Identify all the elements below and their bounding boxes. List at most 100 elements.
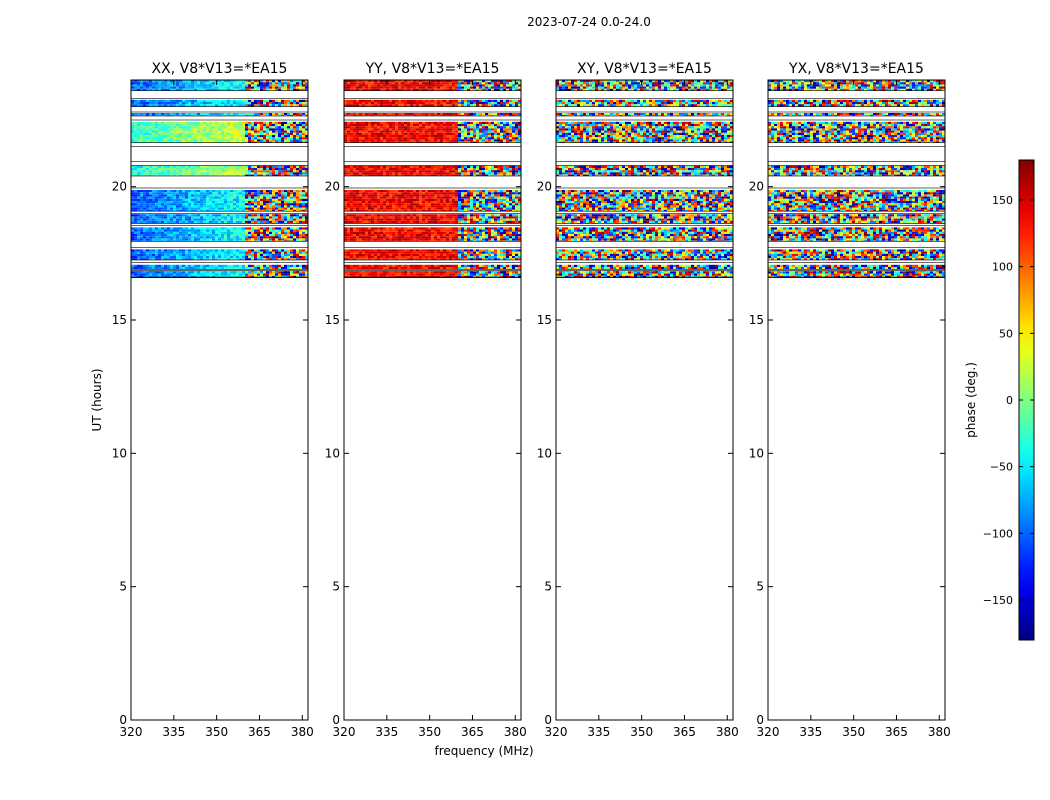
heatmap-cell <box>479 130 482 133</box>
heatmap-cell <box>422 113 425 116</box>
heatmap-cell <box>278 82 281 85</box>
heatmap-cell <box>224 82 227 85</box>
heatmap-cell <box>236 102 239 105</box>
heatmap-cell <box>356 168 359 171</box>
heatmap-cell <box>134 249 137 252</box>
heatmap-cell <box>365 86 368 89</box>
heatmap-cell <box>272 135 275 138</box>
heatmap-cell <box>152 201 155 204</box>
heatmap-cell <box>302 113 305 116</box>
heatmap-cell <box>161 137 164 140</box>
heatmap-cell <box>155 194 158 197</box>
heatmap-cell <box>191 218 194 221</box>
heatmap-cell <box>230 231 233 234</box>
heatmap-cell <box>176 84 179 87</box>
heatmap-cell <box>176 207 179 210</box>
heatmap-cell <box>176 231 179 234</box>
heatmap-cell <box>461 172 464 175</box>
heatmap-cell <box>494 84 497 87</box>
heatmap-cell <box>422 128 425 131</box>
heatmap-cell <box>167 172 170 175</box>
heatmap-cell <box>248 86 251 89</box>
heatmap-cell <box>368 121 371 124</box>
heatmap-cell <box>197 172 200 175</box>
heatmap-cell <box>344 137 347 140</box>
heatmap-cell <box>161 256 164 259</box>
heatmap-cell <box>212 205 215 208</box>
heatmap-cell <box>221 234 224 237</box>
heatmap-cell <box>449 165 452 168</box>
heatmap-cell <box>137 137 140 140</box>
heatmap-cell <box>455 84 458 87</box>
heatmap-cell <box>233 251 236 254</box>
heatmap-cell <box>170 220 173 223</box>
heatmap-cell <box>455 82 458 85</box>
heatmap-cell <box>224 99 227 102</box>
heatmap-cell <box>251 139 254 142</box>
heatmap-cell <box>473 86 476 89</box>
heatmap-cell <box>215 130 218 133</box>
heatmap-cell <box>251 128 254 131</box>
heatmap-cell <box>257 128 260 131</box>
heatmap-cell <box>239 128 242 131</box>
heatmap-cell <box>395 82 398 85</box>
heatmap-cell <box>281 203 284 206</box>
heatmap-cell <box>275 104 278 107</box>
heatmap-cell <box>185 80 188 83</box>
heatmap-cell <box>260 236 263 239</box>
heatmap-cell <box>179 273 182 276</box>
heatmap-cell <box>224 218 227 221</box>
heatmap-cell <box>284 249 287 252</box>
heatmap-cell <box>398 139 401 142</box>
heatmap-cell <box>134 271 137 274</box>
heatmap-cell <box>146 139 149 142</box>
heatmap-cell <box>407 113 410 116</box>
heatmap-cell <box>422 88 425 91</box>
heatmap-cell <box>344 84 347 87</box>
heatmap-cell <box>461 165 464 168</box>
heatmap-cell <box>146 253 149 256</box>
heatmap-cell <box>272 126 275 129</box>
heatmap-cell <box>173 227 176 230</box>
heatmap-cell <box>356 170 359 173</box>
heatmap-cell <box>131 99 134 102</box>
heatmap-cell <box>488 88 491 91</box>
heatmap-cell <box>443 128 446 131</box>
heatmap-cell <box>245 227 248 230</box>
heatmap-cell <box>215 231 218 234</box>
heatmap-cell <box>143 104 146 107</box>
heatmap-cell <box>449 135 452 138</box>
heatmap-cell <box>494 86 497 89</box>
heatmap-cell <box>386 124 389 127</box>
heatmap-cell <box>212 231 215 234</box>
heatmap-cell <box>182 234 185 237</box>
heatmap-cell <box>212 168 215 171</box>
heatmap-cell <box>506 170 509 173</box>
heatmap-cell <box>233 104 236 107</box>
heatmap-cell <box>221 102 224 105</box>
heatmap-cell <box>476 99 479 102</box>
heatmap-cell <box>224 132 227 135</box>
heatmap-cell <box>218 236 221 239</box>
heatmap-cell <box>269 104 272 107</box>
heatmap-cell <box>134 126 137 129</box>
heatmap-cell <box>155 249 158 252</box>
heatmap-cell <box>143 251 146 254</box>
heatmap-cell <box>272 172 275 175</box>
heatmap-cell <box>269 249 272 252</box>
heatmap-cell <box>491 132 494 135</box>
heatmap-cell <box>362 165 365 168</box>
heatmap-cell <box>203 80 206 83</box>
heatmap-cell <box>509 82 512 85</box>
heatmap-cell <box>275 216 278 219</box>
heatmap-cell <box>440 172 443 175</box>
heatmap-cell <box>200 201 203 204</box>
heatmap-cell <box>506 88 509 91</box>
heatmap-cell <box>203 267 206 270</box>
heatmap-cell <box>236 192 239 195</box>
heatmap-cell <box>146 234 149 237</box>
heatmap-cell <box>167 238 170 241</box>
heatmap-cell <box>455 137 458 140</box>
heatmap-cell <box>500 126 503 129</box>
heatmap-cell <box>134 253 137 256</box>
